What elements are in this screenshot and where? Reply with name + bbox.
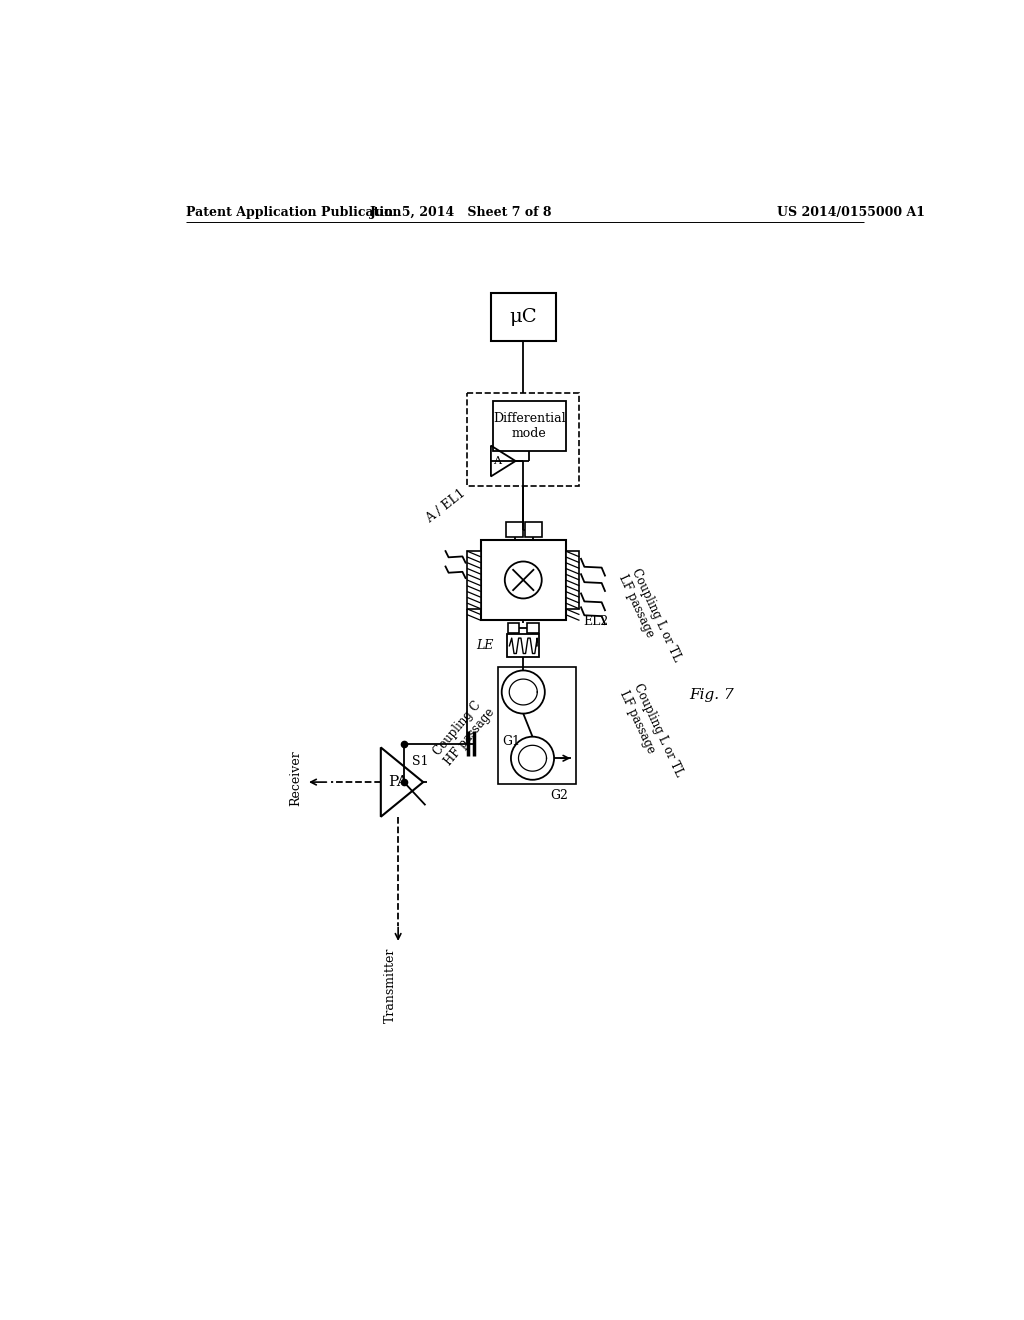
Bar <box>507 635 540 657</box>
Text: EL2: EL2 <box>584 615 608 628</box>
Text: Coupling L or TL
LF passage: Coupling L or TL LF passage <box>617 682 685 785</box>
Text: LE: LE <box>476 639 494 652</box>
Text: A: A <box>494 455 501 466</box>
Text: μC: μC <box>510 308 537 326</box>
Text: US 2014/0155000 A1: US 2014/0155000 A1 <box>777 206 926 219</box>
Bar <box>467 552 481 609</box>
Bar <box>508 623 519 632</box>
Text: G2: G2 <box>550 789 568 803</box>
Bar <box>490 293 556 341</box>
Text: Receiver: Receiver <box>289 750 302 807</box>
Text: Transmitter: Transmitter <box>384 948 397 1023</box>
Bar <box>565 552 580 609</box>
Bar <box>467 393 580 486</box>
Text: PA: PA <box>388 775 409 789</box>
Bar <box>493 401 566 451</box>
Text: Jun. 5, 2014   Sheet 7 of 8: Jun. 5, 2014 Sheet 7 of 8 <box>371 206 553 219</box>
Text: Patent Application Publication: Patent Application Publication <box>186 206 401 219</box>
Bar <box>481 540 565 620</box>
Text: Fig. 7: Fig. 7 <box>689 688 733 702</box>
Text: S1: S1 <box>412 755 428 768</box>
Text: Differential
mode: Differential mode <box>494 412 565 440</box>
Bar <box>524 521 542 537</box>
Text: Coupling C
HF passage: Coupling C HF passage <box>431 696 498 768</box>
Text: G1: G1 <box>503 735 521 748</box>
Bar <box>498 667 575 784</box>
Text: Coupling L or TL
LF passage: Coupling L or TL LF passage <box>615 566 684 671</box>
Text: A / EL1: A / EL1 <box>423 487 468 525</box>
Bar <box>506 521 523 537</box>
Bar <box>527 623 539 632</box>
